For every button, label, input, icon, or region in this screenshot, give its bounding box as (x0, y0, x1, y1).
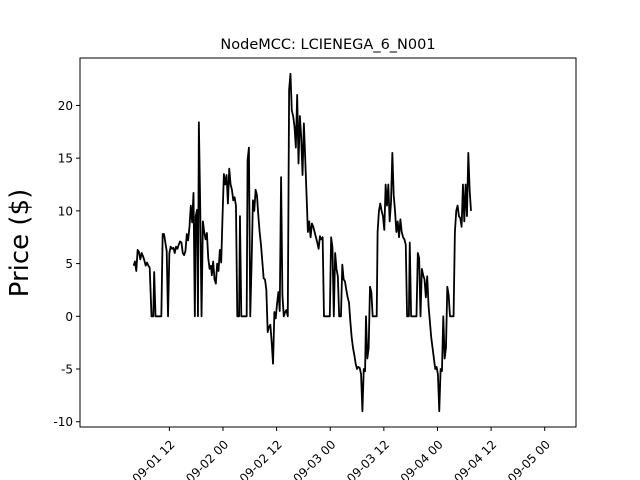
y-tick-label: 10 (58, 204, 73, 218)
y-tick-label: 0 (65, 310, 73, 324)
x-tick-label: 09-02 00 (183, 437, 231, 480)
x-axis: 09-01 12 09-02 00 09-02 12 09-03 00 09-03 12… (130, 427, 553, 480)
y-tick-label: 5 (65, 257, 73, 271)
x-tick-label: 09-03 00 (291, 437, 339, 480)
x-tick-label: 09-04 00 (398, 437, 446, 480)
y-tick-label: -5 (61, 363, 73, 377)
y-axis-label: Price ($) (5, 189, 35, 298)
y-tick-label: -10 (53, 415, 73, 429)
x-tick-label: 09-03 12 (344, 437, 392, 480)
y-tick-label: 20 (58, 99, 73, 113)
chart-title: NodeMCC: LCIENEGA_6_N001 (220, 37, 435, 53)
x-tick-label: 09-04 12 (451, 437, 499, 480)
price-series-line (132, 72, 472, 413)
plot-frame (79, 57, 577, 428)
x-tick-label: 09-02 12 (237, 437, 285, 480)
x-tick-label: 09-05 00 (505, 437, 553, 480)
y-axis: -10 -5 0 5 10 15 20 (53, 99, 80, 429)
y-tick-label: 15 (58, 152, 73, 166)
x-tick-label: 09-01 12 (130, 437, 178, 480)
